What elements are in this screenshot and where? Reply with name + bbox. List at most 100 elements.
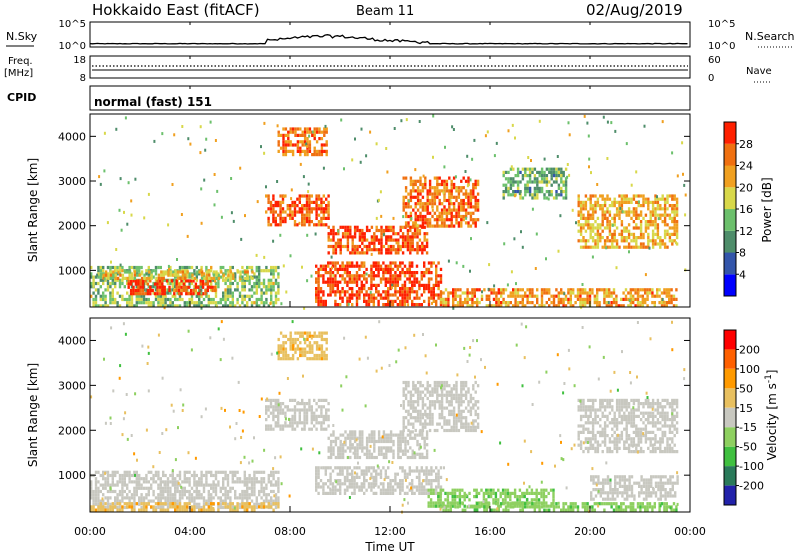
echo-cell (548, 190, 551, 194)
echo-cell (510, 270, 513, 274)
echo-cell (272, 477, 275, 481)
echo-cell (361, 449, 364, 453)
echo-cell (90, 275, 93, 279)
echo-cell (426, 205, 429, 209)
echo-cell (296, 347, 300, 351)
echo-cell (281, 411, 285, 415)
echo-cell (408, 261, 411, 265)
echo-cell (128, 297, 131, 302)
echo-cell (647, 236, 650, 240)
echo-cell (238, 505, 242, 510)
echo-cell (287, 149, 290, 153)
echo-cell (382, 267, 385, 271)
echo-cell (291, 216, 294, 220)
echo-cell (274, 223, 277, 227)
echo-cell (204, 288, 207, 293)
echo-cell (94, 304, 98, 308)
echo-cell (174, 270, 177, 274)
echo-cell (418, 433, 422, 437)
echo-cell (440, 221, 444, 225)
echo-cell (277, 143, 280, 147)
echo-cell (114, 297, 117, 302)
echo-cell (158, 282, 162, 286)
echo-cell (440, 412, 444, 417)
echo-cell (109, 502, 112, 506)
echo-cell (402, 205, 405, 209)
echo-cell (311, 153, 314, 157)
echo-cell (188, 502, 191, 506)
echo-cell (178, 493, 182, 497)
echo-cell (365, 446, 369, 450)
echo-cell (97, 304, 100, 308)
echo-cell (452, 409, 456, 413)
echo-cell (431, 186, 434, 190)
echo-cell (661, 220, 664, 224)
echo-cell (336, 280, 339, 284)
echo-cell (367, 303, 371, 307)
echo-cell (118, 477, 122, 481)
echo-cell (322, 207, 325, 211)
echo-cell (260, 496, 263, 500)
echo-cell (126, 493, 129, 497)
echo-cell (341, 443, 345, 447)
echo-cell (469, 202, 473, 206)
echo-cell (543, 304, 546, 308)
echo-cell (287, 130, 290, 134)
echo-cell (284, 149, 288, 153)
echo-cell (156, 285, 159, 289)
echo-cell (334, 303, 337, 307)
echo-cell (567, 121, 570, 125)
echo-cell (651, 210, 655, 214)
echo-cell (188, 496, 191, 500)
echo-cell (176, 276, 180, 280)
power-heatmap-cells (90, 114, 687, 310)
echo-cell (445, 224, 449, 228)
echo-cell (222, 297, 225, 302)
echo-cell (310, 427, 313, 431)
echo-cell (625, 194, 628, 198)
echo-cell (360, 264, 363, 268)
echo-cell (426, 384, 429, 388)
echo-cell (139, 282, 142, 286)
echo-cell (200, 508, 203, 512)
echo-cell (234, 288, 237, 292)
echo-cell (413, 271, 416, 275)
echo-cell (194, 285, 198, 289)
echo-cell (277, 421, 280, 425)
echo-cell (253, 486, 256, 490)
echo-cell (399, 277, 402, 281)
echo-cell (250, 508, 254, 512)
echo-cell (603, 216, 607, 220)
echo-cell (306, 233, 309, 237)
echo-cell (466, 301, 469, 305)
echo-cell (327, 216, 330, 220)
echo-cell (215, 270, 218, 274)
echo-cell (550, 183, 553, 187)
echo-cell (90, 505, 93, 509)
echo-cell (355, 271, 359, 275)
echo-cell (560, 170, 563, 174)
echo-cell (301, 350, 304, 354)
echo-cell (118, 493, 122, 497)
echo-cell (387, 244, 390, 249)
echo-cell (150, 304, 153, 308)
echo-cell (106, 496, 110, 500)
echo-cell (647, 197, 650, 201)
echo-cell (472, 192, 475, 196)
echo-cell (303, 350, 307, 354)
echo-cell (504, 190, 508, 194)
echo-cell (329, 293, 332, 297)
echo-cell (675, 200, 679, 204)
echo-cell (358, 436, 362, 440)
noise-right-tick-bottom: 10^0 (708, 41, 735, 52)
echo-cell (241, 278, 244, 282)
echo-cell (171, 470, 174, 474)
echo-cell (426, 218, 429, 222)
echo-cell (416, 396, 420, 401)
echo-cell (644, 301, 647, 305)
echo-cell (428, 400, 432, 404)
echo-cell (327, 414, 330, 418)
echo-cell (165, 279, 169, 283)
echo-cell (428, 186, 432, 190)
echo-cell (569, 290, 572, 294)
